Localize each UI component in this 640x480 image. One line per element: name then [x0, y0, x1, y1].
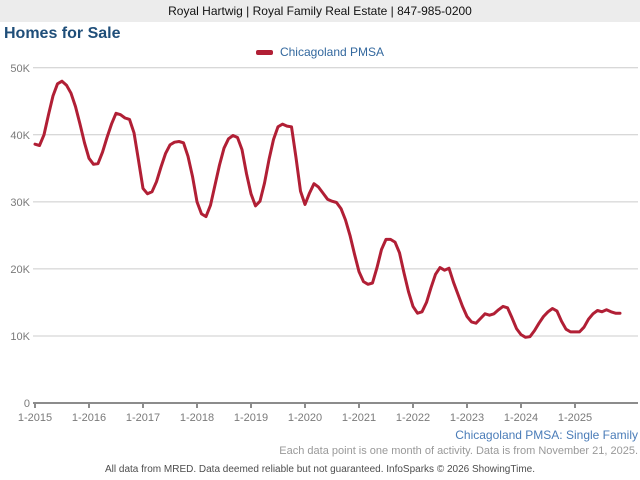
x-axis-label-1-2017: 1-2017 [126, 412, 160, 424]
legend-line-swatch [255, 49, 273, 55]
y-axis-label-40K: 40K [10, 130, 30, 142]
data-freshness-note: Each data point is one month of activity… [279, 445, 638, 457]
x-axis-label-1-2016: 1-2016 [72, 412, 106, 424]
x-axis-label-1-2023: 1-2023 [450, 412, 484, 424]
x-axis-label-1-2022: 1-2022 [396, 412, 430, 424]
chart-legend: Chicagoland PMSA [0, 44, 640, 60]
y-axis-label-0: 0 [24, 398, 30, 410]
series-line-chicagoland-pmsa [33, 79, 622, 339]
disclaimer-text: All data from MRED. Data deemed reliable… [104, 464, 535, 475]
series-note: Chicagoland PMSA: Single Family [455, 428, 638, 442]
x-axis-label-1-2021: 1-2021 [342, 412, 376, 424]
header-contact-line: Royal Hartwig | Royal Family Real Estate… [168, 4, 472, 18]
page-title: Homes for Sale [4, 25, 121, 42]
x-axis-label-1-2025: 1-2025 [558, 412, 592, 424]
y-axis-label-20K: 20K [10, 264, 30, 276]
x-axis-label-1-2018: 1-2018 [180, 412, 214, 424]
x-axis-label-1-2024: 1-2024 [504, 412, 538, 424]
x-axis-label-1-2020: 1-2020 [288, 412, 322, 424]
x-axis-label-1-2019: 1-2019 [234, 412, 268, 424]
y-axis-label-30K: 30K [10, 197, 30, 209]
legend-series-label: Chicagoland PMSA [279, 45, 385, 59]
y-axis-label-10K: 10K [10, 331, 30, 343]
header-bar: Royal Hartwig | Royal Family Real Estate… [0, 0, 640, 22]
x-axis-label-1-2015: 1-2015 [18, 412, 52, 424]
y-axis-label-50K: 50K [10, 63, 30, 75]
